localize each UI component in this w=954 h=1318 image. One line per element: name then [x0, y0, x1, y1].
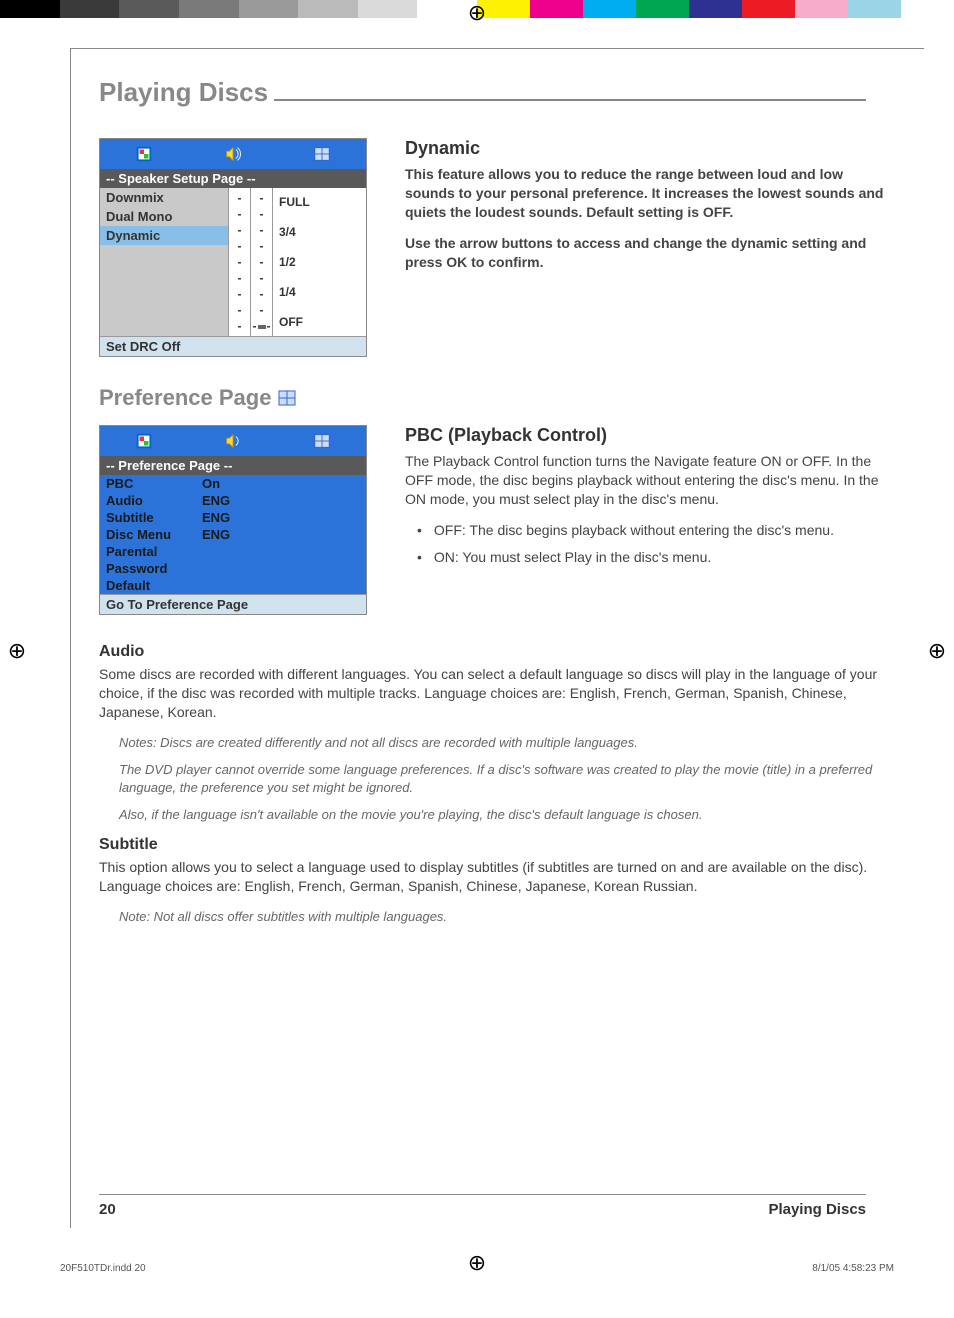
preference-menu-header: -- Preference Page --	[100, 456, 366, 475]
window-icon	[313, 432, 331, 450]
preference-row: SubtitleENG	[100, 509, 366, 526]
display-icon	[135, 145, 153, 163]
colorbar-right	[477, 0, 954, 18]
preference-key: Password	[106, 561, 202, 576]
drc-scale-label: 3/4	[273, 224, 366, 240]
preference-key: Parental	[106, 544, 202, 559]
drc-scale-label: 1/2	[273, 254, 366, 270]
print-date: 8/1/05 4:58:23 PM	[812, 1263, 894, 1274]
pbc-bullet-on: ON: You must select Play in the disc's m…	[405, 548, 896, 568]
speaker-menu-header: -- Speaker Setup Page --	[100, 169, 366, 188]
speaker-menu-scale: -------------------FULL3/41/21/4OFF	[228, 188, 366, 336]
preference-row: Disc MenuENG	[100, 526, 366, 543]
page-number: 20	[99, 1201, 116, 1218]
speaker-menu-item: Dual Mono	[100, 207, 228, 226]
registration-mark-right: ⊕	[926, 640, 948, 662]
subtitle-heading: Subtitle	[99, 836, 896, 854]
dynamic-p2: Use the arrow buttons to access and chan…	[405, 234, 896, 272]
preference-key: PBC	[106, 476, 202, 491]
page-footer: 20 Playing Discs	[99, 1194, 866, 1218]
preference-row: Parental	[100, 543, 366, 560]
title-rule	[274, 99, 866, 101]
audio-body: Some discs are recorded with different l…	[99, 665, 896, 722]
preference-key: Disc Menu	[106, 527, 202, 542]
subtitle-body: This option allows you to select a langu…	[99, 858, 896, 896]
preference-key: Subtitle	[106, 510, 202, 525]
preference-value: ENG	[202, 527, 230, 542]
menu-icon-bar	[100, 139, 366, 169]
speaker-menu-item: Dynamic	[100, 226, 228, 245]
speaker-menu-footer: Set DRC Off	[100, 336, 366, 356]
preference-key: Default	[106, 578, 202, 593]
dynamic-heading: Dynamic	[405, 138, 896, 159]
preference-section-title: Preference Page	[99, 385, 271, 411]
footer-section: Playing Discs	[768, 1201, 866, 1218]
preference-value: ENG	[202, 493, 230, 508]
preference-menu-footer: Go To Preference Page	[100, 594, 366, 614]
preference-value: ENG	[202, 510, 230, 525]
audio-note-1: Notes: Discs are created differently and…	[119, 734, 896, 752]
preference-row: Default	[100, 577, 366, 594]
preference-menu-rows: PBCOnAudioENGSubtitleENGDisc MenuENGPare…	[100, 475, 366, 594]
audio-note-3: Also, if the language isn't available on…	[119, 806, 896, 824]
page-content: Playing Discs -- Speaker Setup Page -- D…	[70, 48, 924, 1228]
preference-row: AudioENG	[100, 492, 366, 509]
pbc-bullet-off: OFF: The disc begins playback without en…	[405, 521, 896, 541]
pbc-p1: The Playback Control function turns the …	[405, 452, 896, 509]
drc-scale-label: OFF	[273, 314, 366, 330]
window-icon	[313, 145, 331, 163]
preference-menu: -- Preference Page -- PBCOnAudioENGSubti…	[99, 425, 367, 615]
page-title: Playing Discs	[99, 77, 268, 108]
registration-mark-left: ⊕	[6, 640, 28, 662]
speaker-setup-menu: -- Speaker Setup Page -- DownmixDual Mon…	[99, 138, 367, 357]
preference-row: Password	[100, 560, 366, 577]
colorbar-left	[0, 0, 477, 18]
audio-note-2: The DVD player cannot override some lang…	[119, 761, 896, 796]
menu-icon-bar	[100, 426, 366, 456]
preference-value: On	[202, 476, 220, 491]
subtitle-note: Note: Not all discs offer subtitles with…	[119, 908, 896, 926]
pbc-heading: PBC (Playback Control)	[405, 425, 896, 446]
speaker-icon	[224, 432, 242, 450]
registration-mark-top: ⊕	[466, 2, 488, 24]
drc-scale-label: 1/4	[273, 284, 366, 300]
preference-row: PBCOn	[100, 475, 366, 492]
speaker-icon	[224, 145, 242, 163]
dynamic-p1: This feature allows you to reduce the ra…	[405, 165, 896, 222]
preference-key: Audio	[106, 493, 202, 508]
print-footer: 20F510TDr.indd 20 8/1/05 4:58:23 PM	[60, 1263, 894, 1274]
audio-heading: Audio	[99, 643, 896, 661]
print-file: 20F510TDr.indd 20	[60, 1263, 146, 1274]
display-icon	[135, 432, 153, 450]
window-icon	[277, 388, 297, 408]
drc-scale-label: FULL	[273, 194, 366, 210]
speaker-menu-item: Downmix	[100, 188, 228, 207]
speaker-menu-items: DownmixDual MonoDynamic	[100, 188, 228, 336]
